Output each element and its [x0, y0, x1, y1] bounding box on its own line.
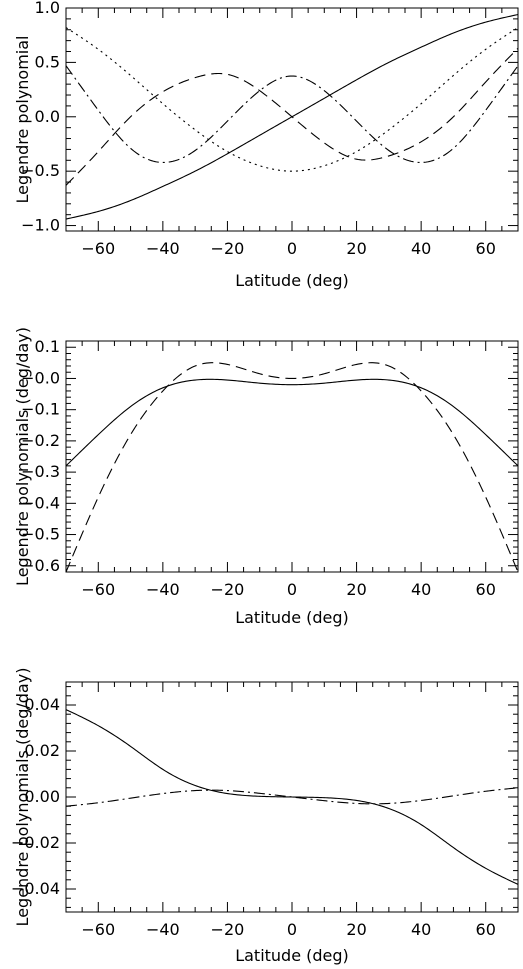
x-tick-label: 60: [476, 239, 496, 258]
x-tick-label: 20: [346, 580, 366, 599]
x-axis-label: Latitude (deg): [235, 608, 349, 627]
x-tick-label: 60: [476, 920, 496, 939]
y-tick-label: −0.4: [21, 493, 60, 512]
series-line-4-dashdot: [66, 65, 518, 164]
chart-panel-2: −60 −40 −20 0 20 40 60 −0.6 −0.5 −0.4 −0.3 −0.2 −0.1…: [13, 327, 519, 627]
y-tick-label: −0.6: [21, 556, 60, 575]
series-line-1-solid: [66, 378, 518, 467]
y-tick-label: −0.04: [11, 879, 60, 898]
x-tick-label: −60: [81, 920, 115, 939]
y-tick-label: −0.0: [21, 368, 60, 387]
x-tick-label: 0: [287, 920, 297, 939]
x-tick-label: −20: [211, 920, 245, 939]
x-tick-label: −40: [146, 580, 180, 599]
x-axis-label: Latitude (deg): [235, 271, 349, 290]
x-tick-label: 60: [476, 580, 496, 599]
y-axis-label: Legendre polynomials (deg/day): [13, 327, 32, 586]
y-tick-label: 0.00: [24, 787, 60, 806]
series-line-2-dotted: [66, 27, 518, 172]
y-tick-label: 0.04: [24, 695, 60, 714]
chart-panel-3: −60 −40 −20 0 20 40 60 −0.04 −0.02 0.00 0.02 0.04 La…: [11, 668, 519, 965]
x-tick-label: 40: [411, 580, 431, 599]
plot-frame: [65, 340, 519, 573]
y-tick-label: −0.02: [11, 833, 60, 852]
x-tick-label: 20: [346, 920, 366, 939]
chart-panel-1: −60 −40 −20 0 20 40 60 −1.0 −0.5 0.0 0.5 1.0 Latitud…: [13, 0, 519, 290]
y-tick-label: −0.3: [21, 462, 60, 481]
series-line-1-solid: [66, 709, 518, 885]
x-tick-label: −40: [146, 239, 180, 258]
y-tick-label: 1.0: [35, 0, 60, 17]
x-tick-label: 0: [287, 239, 297, 258]
series-line-2-dashdot: [66, 787, 518, 807]
x-tick-label: 0: [287, 580, 297, 599]
x-tick-label: −60: [81, 239, 115, 258]
x-tick-label: 40: [411, 920, 431, 939]
x-tick-label: −40: [146, 920, 180, 939]
y-tick-label: −0.5: [21, 525, 60, 544]
y-tick-label: 0.02: [24, 741, 60, 760]
y-tick-label: −1.0: [21, 216, 60, 235]
x-tick-label: −20: [211, 239, 245, 258]
y-tick-label: 0.1: [35, 337, 60, 356]
x-tick-label: 20: [346, 239, 366, 258]
series-line-2-dashed: [66, 362, 518, 572]
y-tick-label: −0.2: [21, 431, 60, 450]
x-axis-label: Latitude (deg): [235, 946, 349, 965]
y-tick-label: −0.5: [21, 161, 60, 180]
y-tick-label: 0.0: [35, 107, 60, 126]
x-tick-label: 40: [411, 239, 431, 258]
series-line-3-dashed: [66, 47, 518, 186]
y-axis-label: Legendre polynomial: [13, 36, 32, 204]
y-axis-label: Legendre polynomials (deg/day): [13, 668, 32, 927]
x-tick-label: −60: [81, 580, 115, 599]
x-tick-label: −20: [211, 580, 245, 599]
y-tick-label: 0.5: [35, 52, 60, 71]
y-tick-label: −0.1: [21, 400, 60, 419]
